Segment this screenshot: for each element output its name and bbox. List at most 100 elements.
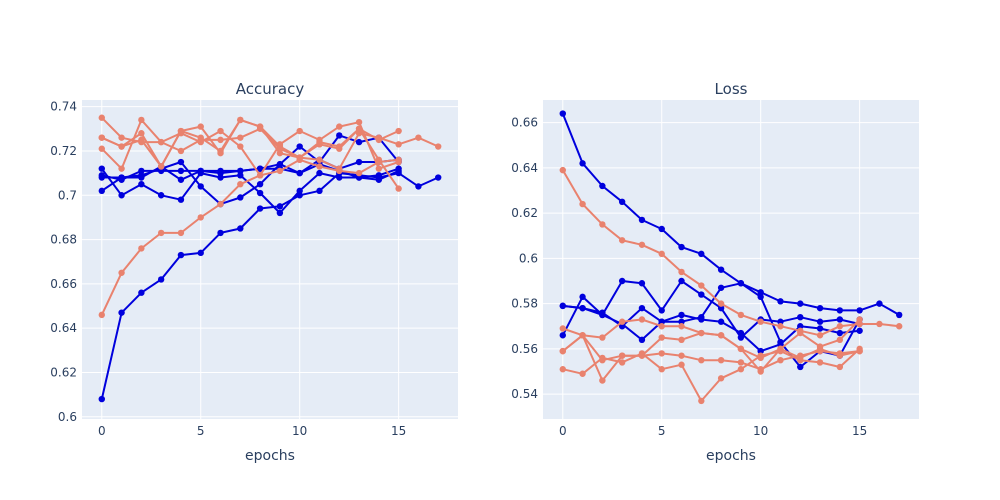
loss-series-7-point xyxy=(757,352,764,359)
accuracy-series-9-point xyxy=(237,116,244,124)
accuracy-series-line-5 xyxy=(100,158,399,316)
loss-series-8-point xyxy=(638,352,646,359)
loss-y-tick-label: 0.66 xyxy=(511,116,538,130)
loss-series-3-point xyxy=(757,347,764,355)
accuracy-series-1-point xyxy=(355,138,363,146)
loss-series-3-point xyxy=(579,304,586,312)
accuracy-series-1-point xyxy=(296,143,303,150)
accuracy-y-tick-label: 0.64 xyxy=(50,321,77,335)
accuracy-series-7-point xyxy=(395,158,402,166)
accuracy-series-7-point xyxy=(316,136,323,144)
loss-series-0-point xyxy=(638,216,646,224)
accuracy-series-0-point xyxy=(157,276,165,283)
loss-series-0-point xyxy=(757,289,764,296)
loss-series-7-point xyxy=(618,359,626,366)
loss-series-line-0 xyxy=(561,113,900,316)
accuracy-series-line-7 xyxy=(101,118,399,177)
accuracy-series-5-point xyxy=(98,311,105,319)
accuracy-series-9-point xyxy=(395,127,402,135)
accuracy-series-4-point xyxy=(197,167,204,175)
loss-series-0-point xyxy=(816,304,824,312)
accuracy-series-0-point xyxy=(177,251,185,259)
accuracy-series-7-point xyxy=(138,116,145,124)
accuracy-y-tick-label: 0.7 xyxy=(58,188,77,202)
loss-series-7-point xyxy=(698,397,705,405)
loss-series-3-point xyxy=(658,318,665,325)
accuracy-series-0-point xyxy=(118,309,125,316)
accuracy-series-1-point xyxy=(197,183,204,190)
accuracy-x-tick-label: 5 xyxy=(197,424,205,438)
accuracy-series-4-point xyxy=(98,174,105,181)
loss-series-8-point xyxy=(836,352,844,359)
loss-series-line-3 xyxy=(562,304,860,353)
accuracy-series-3-point xyxy=(118,192,125,199)
loss-series-8-point xyxy=(777,345,784,353)
loss-series-1-point xyxy=(559,332,566,339)
accuracy-series-8-point xyxy=(316,156,323,164)
accuracy-series-4-point xyxy=(355,174,363,181)
loss-series-1-point xyxy=(658,307,665,314)
loss-series-3-point xyxy=(599,311,606,319)
loss-series-1-point xyxy=(836,316,844,323)
accuracy-series-9-point xyxy=(177,127,185,135)
accuracy-series-9-point xyxy=(157,163,165,170)
loss-series-line-8 xyxy=(562,332,860,382)
loss-series-3-point xyxy=(638,336,646,344)
loss-series-8-point xyxy=(737,345,745,353)
loss-series-0-point xyxy=(836,307,844,314)
accuracy-x-axis-label: epochs xyxy=(245,448,295,464)
accuracy-series-0-point xyxy=(256,205,264,212)
loss-series-4-point xyxy=(618,237,626,244)
loss-series-8-point xyxy=(579,332,586,339)
accuracy-y-tick-label: 0.74 xyxy=(50,100,77,114)
loss-series-5-point xyxy=(678,323,685,330)
loss-series-4-point xyxy=(836,323,844,330)
accuracy-series-1-point xyxy=(237,194,244,201)
accuracy-series-9-point xyxy=(217,147,224,155)
loss-series-0-point xyxy=(678,243,685,251)
accuracy-series-5-point xyxy=(138,245,145,252)
loss-y-tick-label: 0.62 xyxy=(511,206,538,220)
loss-series-8-point xyxy=(658,334,665,341)
accuracy-series-0-point xyxy=(316,187,323,195)
loss-series-6-point xyxy=(777,356,784,364)
accuracy-series-0-point xyxy=(138,289,145,296)
accuracy-series-9-point xyxy=(296,154,303,161)
accuracy-series-4-point xyxy=(296,169,303,177)
loss-series-6-point xyxy=(678,352,685,359)
accuracy-series-0-point xyxy=(276,203,284,210)
loss-plot-area xyxy=(543,100,919,419)
loss-series-0-point xyxy=(896,311,903,319)
accuracy-series-7-point xyxy=(355,118,363,126)
accuracy-series-7-point xyxy=(118,165,125,172)
loss-series-8-point xyxy=(816,345,824,353)
loss-series-5-point xyxy=(836,336,844,344)
loss-title: Loss xyxy=(715,80,748,98)
accuracy-y-tick-label: 0.66 xyxy=(50,277,77,291)
loss-series-5-point xyxy=(658,323,665,330)
accuracy-series-5-point xyxy=(157,229,165,237)
loss-series-4-point xyxy=(816,332,824,339)
accuracy-x-tick-label: 0 xyxy=(98,424,106,438)
accuracy-series-4-point xyxy=(217,167,224,175)
loss-series-1-point xyxy=(777,318,784,325)
accuracy-series-3-point xyxy=(336,174,343,181)
loss-series-4-point xyxy=(757,318,764,325)
accuracy-series-3-point xyxy=(157,192,165,199)
loss-series-6-point xyxy=(717,356,725,364)
accuracy-series-8-point xyxy=(138,136,145,144)
loss-series-3-point xyxy=(678,311,685,319)
accuracy-series-0-point xyxy=(98,395,105,403)
loss-series-3-point xyxy=(737,329,745,337)
accuracy-title: Accuracy xyxy=(236,80,305,98)
loss-y-tick-label: 0.54 xyxy=(511,387,538,401)
accuracy-series-5-point xyxy=(355,169,363,177)
accuracy-series-8-point xyxy=(435,143,442,150)
loss-series-7-point xyxy=(678,361,685,368)
accuracy-series-9-point xyxy=(316,141,323,148)
loss-series-6-point xyxy=(658,350,665,357)
accuracy-series-8-point xyxy=(336,165,343,172)
loss-series-2-point xyxy=(717,284,725,291)
loss-y-tick-label: 0.56 xyxy=(511,342,538,356)
